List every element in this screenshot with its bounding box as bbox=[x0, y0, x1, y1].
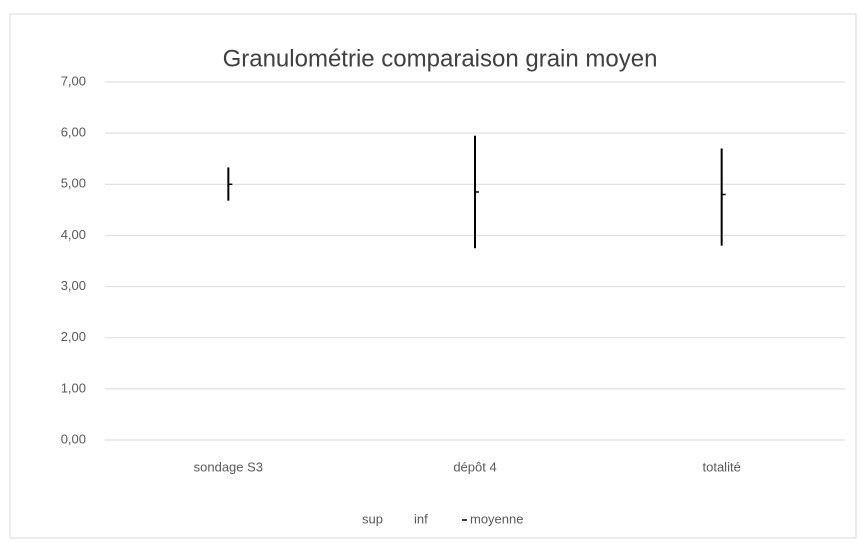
legend-label: inf bbox=[414, 511, 428, 526]
legend-label: sup bbox=[362, 511, 383, 526]
y-tick-label: 4,00 bbox=[61, 227, 86, 242]
legend-label: moyenne bbox=[470, 511, 523, 526]
x-tick-label: sondage S3 bbox=[194, 459, 263, 474]
y-tick-label: 1,00 bbox=[61, 380, 86, 395]
y-tick-label: 7,00 bbox=[61, 73, 86, 88]
x-tick-label: totalité bbox=[703, 459, 741, 474]
y-tick-label: 3,00 bbox=[61, 278, 86, 293]
chart-title: Granulométrie comparaison grain moyen bbox=[223, 45, 658, 72]
chart-border bbox=[9, 13, 857, 539]
y-tick-label: 6,00 bbox=[61, 125, 86, 140]
y-tick-label: 5,00 bbox=[61, 176, 86, 191]
y-tick-label: 0,00 bbox=[61, 431, 86, 446]
y-tick-label: 2,00 bbox=[61, 329, 86, 344]
x-tick-label: dépôt 4 bbox=[453, 459, 496, 474]
